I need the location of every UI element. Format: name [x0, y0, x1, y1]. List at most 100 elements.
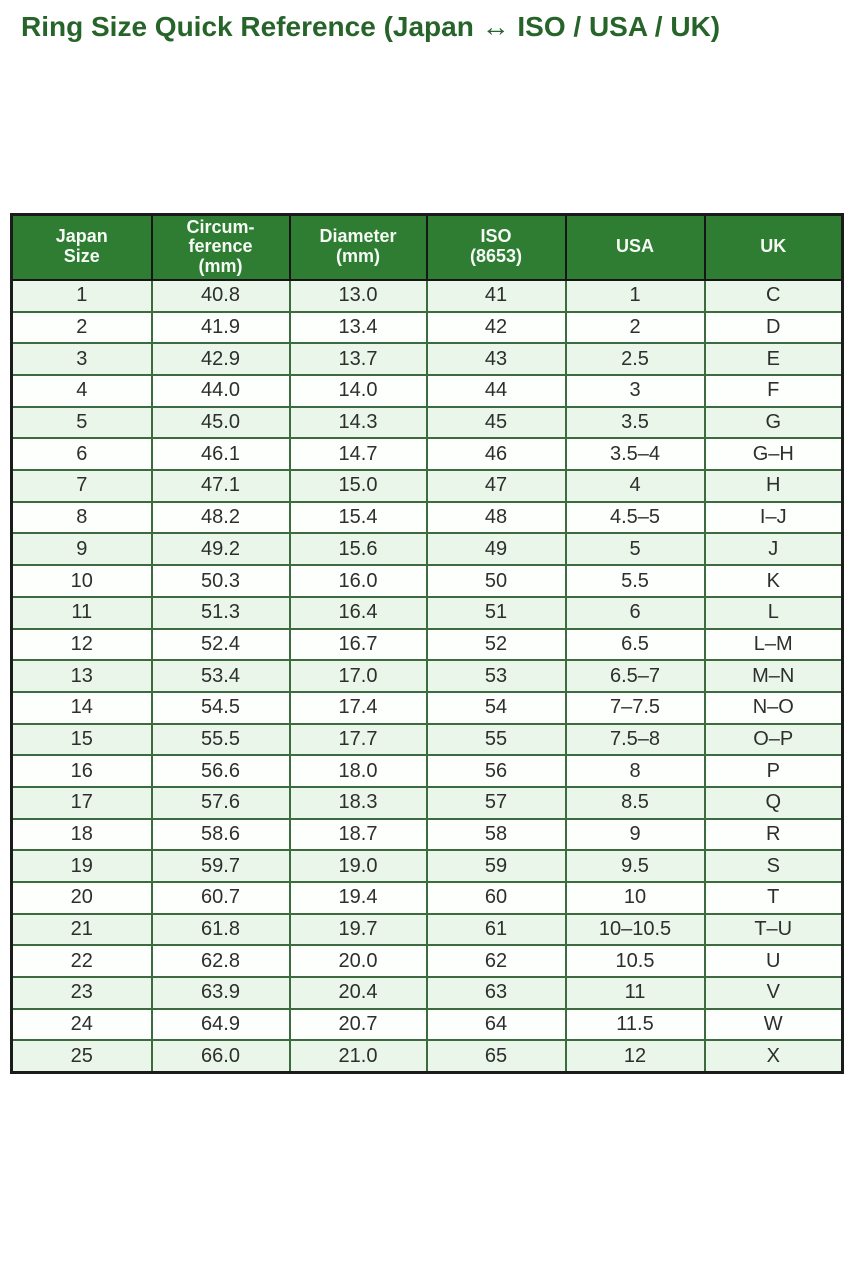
cell-uk: D — [703, 310, 844, 345]
table-row: 9 49.2 15.6 49 5 J — [10, 532, 844, 567]
table-row: 2 41.9 13.4 42 2 D — [10, 310, 844, 345]
cell-uk: N–O — [703, 690, 844, 725]
table-row: 3 42.9 13.7 43 2.5 E — [10, 342, 844, 377]
cell-uk: G — [703, 405, 844, 440]
cell-diameter: 16.4 — [288, 595, 428, 630]
cell-diameter: 15.6 — [288, 532, 428, 567]
table-row: 19 59.7 19.0 59 9.5 S — [10, 849, 844, 884]
cell-japan: 9 — [10, 532, 153, 567]
table-row: 10 50.3 16.0 50 5.5 K — [10, 564, 844, 598]
cell-circumference: 52.4 — [150, 627, 291, 662]
cell-diameter: 17.7 — [288, 722, 428, 757]
cell-diameter: 18.3 — [288, 785, 428, 820]
table-row: 1 40.8 13.0 41 1 C — [10, 278, 844, 313]
cell-diameter: 13.0 — [288, 278, 428, 313]
cell-diameter: 14.3 — [288, 405, 428, 440]
cell-circumference: 50.3 — [150, 564, 291, 598]
cell-iso: 42 — [425, 310, 567, 345]
cell-iso: 49 — [425, 532, 567, 567]
cell-circumference: 46.1 — [150, 437, 291, 472]
cell-japan: 3 — [10, 342, 153, 377]
table-row: 13 53.4 17.0 53 6.5–7 M–N — [10, 659, 844, 693]
table-row: 4 44.0 14.0 44 3 F — [10, 374, 844, 408]
cell-diameter: 16.0 — [288, 564, 428, 598]
cell-japan: 24 — [10, 1007, 153, 1042]
table-row: 16 56.6 18.0 56 8 P — [10, 754, 844, 788]
cell-uk: S — [703, 849, 844, 884]
cell-usa: 6 — [564, 595, 706, 630]
cell-circumference: 56.6 — [150, 754, 291, 788]
table-row: 5 45.0 14.3 45 3.5 G — [10, 405, 844, 440]
table-row: 23 63.9 20.4 63 11 V — [10, 976, 844, 1010]
cell-diameter: 15.0 — [288, 469, 428, 503]
table-row: 18 58.6 18.7 58 9 R — [10, 817, 844, 852]
cell-iso: 52 — [425, 627, 567, 662]
cell-uk: C — [703, 278, 844, 313]
cell-usa: 10–10.5 — [564, 912, 706, 947]
cell-uk: U — [703, 944, 844, 979]
cell-diameter: 16.7 — [288, 627, 428, 662]
cell-iso: 64 — [425, 1007, 567, 1042]
column-header-japan: Japan Size — [10, 213, 153, 281]
cell-uk: T–U — [703, 912, 844, 947]
cell-circumference: 42.9 — [150, 342, 291, 377]
cell-diameter: 17.0 — [288, 659, 428, 693]
cell-diameter: 17.4 — [288, 690, 428, 725]
cell-usa: 11 — [564, 976, 706, 1010]
cell-diameter: 18.7 — [288, 817, 428, 852]
table-row: 17 57.6 18.3 57 8.5 Q — [10, 785, 844, 820]
cell-circumference: 41.9 — [150, 310, 291, 345]
cell-iso: 44 — [425, 374, 567, 408]
table-header: Japan Size Circum-ference (mm) Diameter (mm) I… — [10, 213, 844, 281]
cell-uk: Q — [703, 785, 844, 820]
cell-circumference: 51.3 — [150, 595, 291, 630]
cell-uk: L — [703, 595, 844, 630]
cell-iso: 51 — [425, 595, 567, 630]
cell-diameter: 20.7 — [288, 1007, 428, 1042]
cell-iso: 45 — [425, 405, 567, 440]
cell-circumference: 62.8 — [150, 944, 291, 979]
cell-iso: 57 — [425, 785, 567, 820]
cell-usa: 11.5 — [564, 1007, 706, 1042]
cell-japan: 16 — [10, 754, 153, 788]
cell-diameter: 20.4 — [288, 976, 428, 1010]
cell-uk: V — [703, 976, 844, 1010]
cell-usa: 3 — [564, 374, 706, 408]
cell-circumference: 48.2 — [150, 500, 291, 535]
cell-iso: 65 — [425, 1039, 567, 1074]
column-header-usa: USA — [564, 213, 706, 281]
cell-japan: 17 — [10, 785, 153, 820]
cell-usa: 9.5 — [564, 849, 706, 884]
table-row: 6 46.1 14.7 46 3.5–4 G–H — [10, 437, 844, 472]
cell-usa: 4 — [564, 469, 706, 503]
cell-circumference: 59.7 — [150, 849, 291, 884]
cell-iso: 60 — [425, 881, 567, 915]
cell-uk: F — [703, 374, 844, 408]
cell-iso: 43 — [425, 342, 567, 377]
cell-diameter: 19.7 — [288, 912, 428, 947]
cell-usa: 6.5–7 — [564, 659, 706, 693]
column-header-uk: UK — [703, 213, 844, 281]
cell-circumference: 55.5 — [150, 722, 291, 757]
cell-japan: 10 — [10, 564, 153, 598]
cell-usa: 2.5 — [564, 342, 706, 377]
cell-japan: 12 — [10, 627, 153, 662]
cell-diameter: 21.0 — [288, 1039, 428, 1074]
cell-japan: 7 — [10, 469, 153, 503]
table-row: 25 66.0 21.0 65 12 X — [10, 1039, 844, 1074]
cell-japan: 23 — [10, 976, 153, 1010]
cell-circumference: 40.8 — [150, 278, 291, 313]
table-body: 1 40.8 13.0 41 1 C 2 41.9 13.4 42 2 D 3 42.9 13.7 43 2.5… — [10, 278, 844, 1074]
cell-diameter: 13.7 — [288, 342, 428, 377]
column-header-circumference: Circum-ference (mm) — [150, 213, 291, 281]
cell-iso: 58 — [425, 817, 567, 852]
cell-usa: 3.5–4 — [564, 437, 706, 472]
cell-japan: 25 — [10, 1039, 153, 1074]
cell-circumference: 66.0 — [150, 1039, 291, 1074]
ring-size-table: Japan Size Circum-ference (mm) Diameter (mm) I… — [10, 212, 844, 1074]
table-row: 21 61.8 19.7 61 10–10.5 T–U — [10, 912, 844, 947]
cell-japan: 21 — [10, 912, 153, 947]
cell-diameter: 18.0 — [288, 754, 428, 788]
cell-japan: 2 — [10, 310, 153, 345]
column-header-iso: ISO (8653) — [425, 213, 567, 281]
